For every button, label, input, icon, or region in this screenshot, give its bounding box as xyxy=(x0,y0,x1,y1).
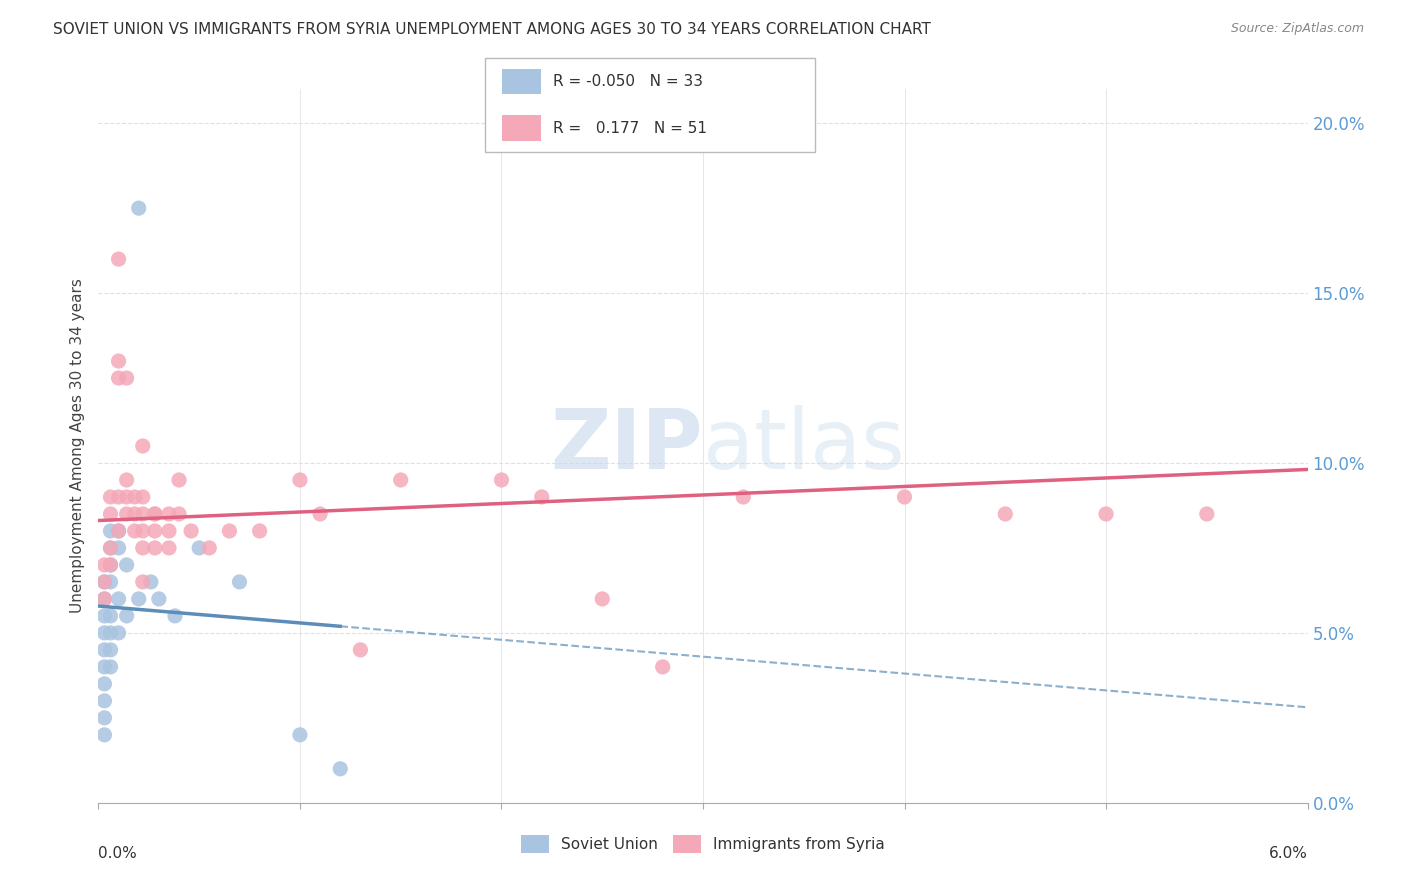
Point xyxy=(93,728,115,742)
Text: Source: ZipAtlas.com: Source: ZipAtlas.com xyxy=(1230,22,1364,36)
Point xyxy=(893,490,915,504)
Point xyxy=(349,643,371,657)
Point xyxy=(198,541,221,555)
Point xyxy=(100,608,122,623)
Point xyxy=(115,473,138,487)
Point xyxy=(309,507,332,521)
Point xyxy=(100,507,122,521)
Point xyxy=(107,541,129,555)
Point xyxy=(124,490,146,504)
Text: atlas: atlas xyxy=(703,406,904,486)
Point xyxy=(157,524,180,538)
Point xyxy=(115,490,138,504)
Point xyxy=(157,507,180,521)
Point xyxy=(389,473,412,487)
Point xyxy=(288,473,311,487)
Point xyxy=(148,591,170,606)
Point xyxy=(107,524,129,538)
Point xyxy=(163,608,186,623)
Point xyxy=(139,574,162,589)
Point xyxy=(107,354,129,368)
Point xyxy=(132,574,155,589)
Point xyxy=(93,574,115,589)
Point xyxy=(180,524,202,538)
Text: 0.0%: 0.0% xyxy=(98,846,138,861)
Point xyxy=(115,507,138,521)
Point xyxy=(93,608,115,623)
Text: R =   0.177   N = 51: R = 0.177 N = 51 xyxy=(553,120,707,136)
Point xyxy=(100,643,122,657)
Point xyxy=(143,541,166,555)
Point xyxy=(107,371,129,385)
Point xyxy=(228,574,250,589)
Point xyxy=(218,524,240,538)
Point xyxy=(93,574,115,589)
Point xyxy=(143,507,166,521)
Point xyxy=(100,490,122,504)
Point xyxy=(93,591,115,606)
Point xyxy=(100,524,122,538)
Point xyxy=(107,591,129,606)
Point xyxy=(100,574,122,589)
Point xyxy=(132,439,155,453)
Point xyxy=(1095,507,1118,521)
Point xyxy=(188,541,211,555)
Point xyxy=(143,524,166,538)
Text: ZIP: ZIP xyxy=(551,406,703,486)
Point xyxy=(100,558,122,572)
Point xyxy=(733,490,755,504)
Point xyxy=(100,541,122,555)
Point xyxy=(115,558,138,572)
Text: 6.0%: 6.0% xyxy=(1268,846,1308,861)
Point xyxy=(93,677,115,691)
Point xyxy=(100,660,122,674)
Point xyxy=(93,711,115,725)
Point xyxy=(93,643,115,657)
Point xyxy=(100,541,122,555)
Point xyxy=(143,507,166,521)
Point xyxy=(124,524,146,538)
Point xyxy=(329,762,352,776)
Point xyxy=(994,507,1017,521)
Point xyxy=(651,660,673,674)
Point xyxy=(167,473,190,487)
Point xyxy=(167,507,190,521)
Point xyxy=(132,507,155,521)
Point xyxy=(132,541,155,555)
Point xyxy=(124,507,146,521)
Point xyxy=(249,524,271,538)
Point xyxy=(100,626,122,640)
Point xyxy=(100,558,122,572)
Point xyxy=(107,626,129,640)
Point xyxy=(115,608,138,623)
Point xyxy=(128,201,150,215)
Point xyxy=(93,591,115,606)
Point xyxy=(132,490,155,504)
Y-axis label: Unemployment Among Ages 30 to 34 years: Unemployment Among Ages 30 to 34 years xyxy=(69,278,84,614)
Point xyxy=(115,371,138,385)
Point xyxy=(591,591,613,606)
Point xyxy=(93,660,115,674)
Legend: Soviet Union, Immigrants from Syria: Soviet Union, Immigrants from Syria xyxy=(515,829,891,859)
Point xyxy=(157,541,180,555)
Point xyxy=(1195,507,1218,521)
Point xyxy=(530,490,553,504)
Point xyxy=(128,591,150,606)
Point xyxy=(107,524,129,538)
Point xyxy=(93,694,115,708)
Point xyxy=(93,626,115,640)
Point xyxy=(132,524,155,538)
Point xyxy=(491,473,513,487)
Text: SOVIET UNION VS IMMIGRANTS FROM SYRIA UNEMPLOYMENT AMONG AGES 30 TO 34 YEARS COR: SOVIET UNION VS IMMIGRANTS FROM SYRIA UN… xyxy=(53,22,931,37)
Point xyxy=(107,490,129,504)
Point xyxy=(288,728,311,742)
Point xyxy=(107,252,129,266)
Point xyxy=(93,558,115,572)
Text: R = -0.050   N = 33: R = -0.050 N = 33 xyxy=(553,74,703,89)
